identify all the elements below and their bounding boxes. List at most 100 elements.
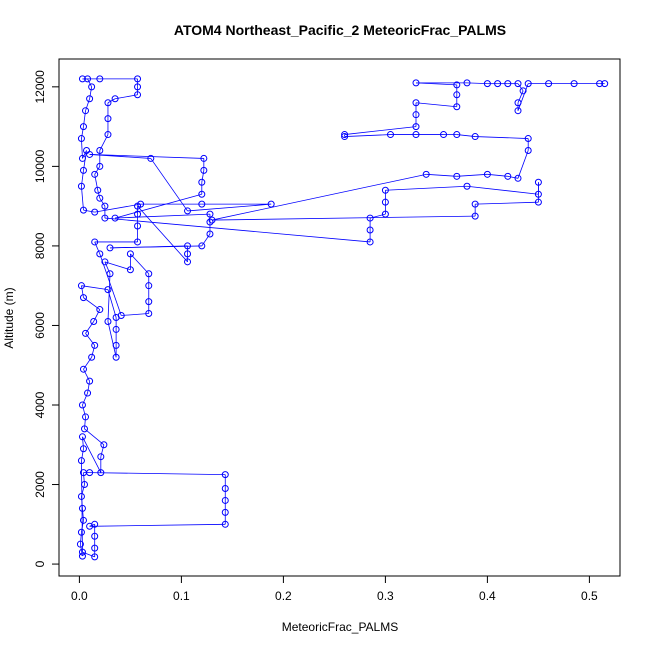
data-point [137,200,145,208]
data-point [91,208,99,216]
series-segment [99,197,106,207]
data-point [96,162,104,170]
y-tick-label: 10000 [33,149,47,183]
data-point [79,123,87,131]
data-point [463,182,471,190]
data-point [126,266,134,274]
data-point [134,222,142,230]
data-point [91,170,99,178]
series-segment [211,215,476,221]
data-point [198,178,206,186]
series-segment [150,158,188,212]
data-point [514,80,522,88]
series-points [76,75,609,561]
data-point [387,131,394,139]
data-point [601,80,609,88]
series-segment [475,136,529,139]
data-point [494,80,502,88]
data-point [412,123,420,131]
data-point [145,270,153,278]
series-segment [201,233,211,247]
data-point [514,107,522,115]
y-tick-label: 2000 [33,471,47,498]
data-point [504,172,512,180]
data-point [366,238,374,246]
data-point [184,207,192,215]
series-segment [426,173,457,177]
data-point [101,258,109,266]
series-segment [84,416,86,429]
data-point [78,75,86,83]
data-point [79,294,87,302]
data-point [82,329,90,337]
series-segment [85,98,90,111]
x-axis-label: MeteoricFrac_PALMS [282,620,398,634]
series-segment [517,90,524,103]
data-point [96,75,104,83]
series-segment [507,175,519,179]
data-point [596,80,604,88]
data-point [504,80,512,88]
data-point [112,353,120,361]
data-point [81,481,88,489]
series-segment [82,392,88,406]
series-segment [84,428,105,446]
data-point [86,469,94,477]
data-point [77,182,85,190]
data-point [94,186,102,194]
series-segment [82,436,102,473]
data-point [412,131,420,139]
series-segment [104,261,111,274]
y-tick-label: 4000 [33,391,47,418]
data-point [81,425,88,433]
data-point [514,174,522,182]
series-segment [81,285,84,298]
data-point [88,353,96,361]
series-segment [81,186,84,211]
data-point [208,216,216,224]
data-point [104,115,112,123]
data-point [78,504,86,512]
data-point [198,200,206,208]
data-point [200,166,208,174]
series-segment [94,203,141,213]
series-segment [385,185,468,191]
data-point [534,198,542,206]
data-point [463,79,471,87]
y-axis-label: Altitude (m) [2,287,16,348]
data-point [145,282,153,290]
data-point [341,131,349,139]
series-segment [415,102,457,108]
data-point [524,146,532,154]
series-segment [94,241,101,255]
series-segment [187,203,272,212]
data-point [79,516,87,524]
data-point [101,202,109,210]
y-tick-label: 8000 [33,232,47,259]
series-segment [81,460,83,553]
data-point [82,413,90,421]
data-point [91,553,99,561]
data-point [77,528,85,536]
series-segment [94,166,101,175]
data-point [79,206,87,214]
data-point [77,492,85,500]
series-segment [104,217,371,243]
data-point [221,485,229,493]
data-point [126,250,134,258]
data-point [101,214,109,222]
data-point [91,544,99,552]
data-point [112,341,120,349]
data-point [134,83,142,91]
data-point [134,91,142,99]
data-point [77,135,85,143]
y-tick-label: 6000 [33,312,47,339]
x-tick-label: 0.0 [71,589,88,603]
data-point [206,218,214,226]
data-point [104,99,112,107]
data-point [184,258,192,266]
data-point [206,210,214,218]
data-point [97,453,105,461]
data-point [145,310,153,318]
